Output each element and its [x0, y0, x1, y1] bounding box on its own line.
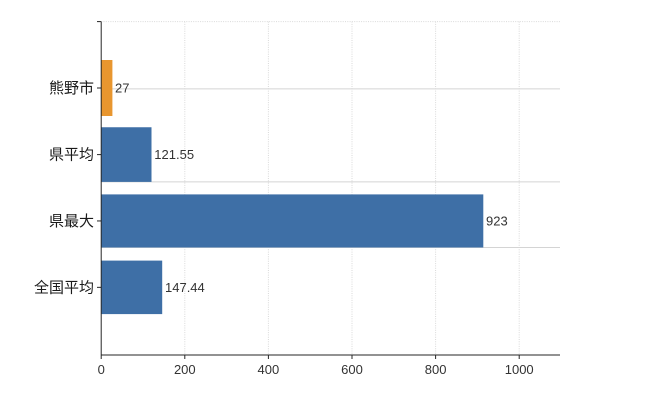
svg-text:121.55: 121.55 [154, 147, 194, 162]
svg-text:600: 600 [341, 362, 363, 377]
svg-text:147.44: 147.44 [165, 280, 205, 295]
svg-text:全国平均: 全国平均 [34, 278, 94, 296]
svg-text:400: 400 [258, 362, 280, 377]
svg-text:県最大: 県最大 [49, 213, 94, 230]
svg-text:800: 800 [425, 362, 447, 377]
svg-text:27: 27 [115, 80, 129, 95]
svg-text:200: 200 [174, 362, 196, 377]
svg-text:0: 0 [98, 362, 105, 377]
svg-text:県平均: 県平均 [49, 147, 94, 164]
svg-text:熊野市: 熊野市 [49, 80, 94, 97]
svg-text:1000: 1000 [505, 362, 534, 377]
svg-text:923: 923 [486, 213, 508, 228]
